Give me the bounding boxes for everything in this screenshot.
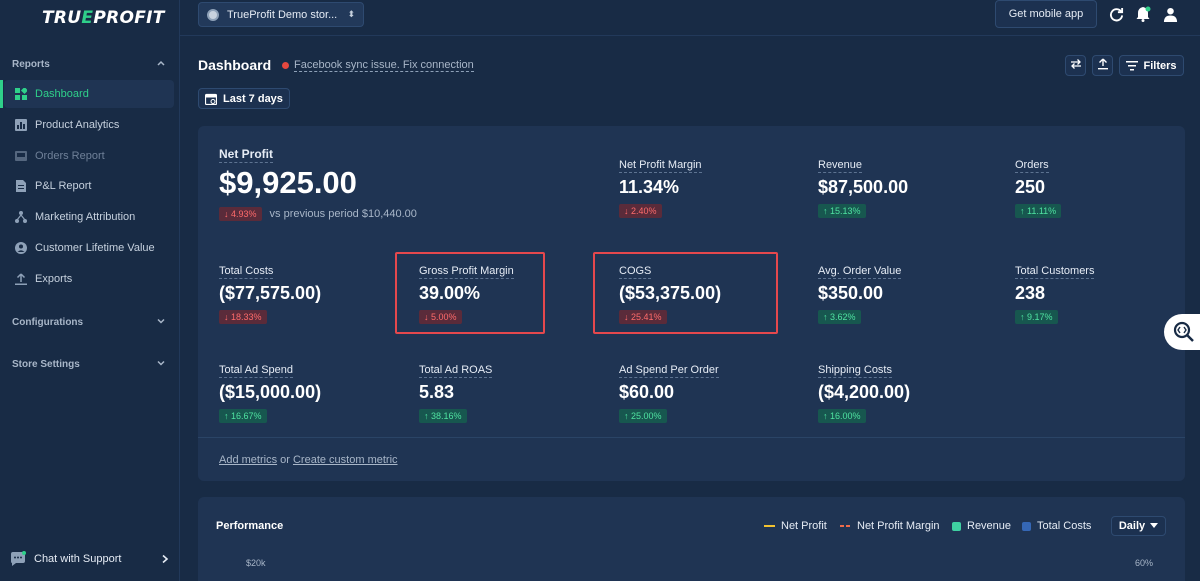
sidebar-item-marketing-attribution[interactable]: Marketing Attribution <box>4 203 174 231</box>
caret-down-icon <box>1150 523 1159 529</box>
metric-ad-spend-per-order[interactable]: Ad Spend Per Order $60.00 ↑ 25.00% <box>619 364 719 423</box>
configurations-section-header[interactable]: Configurations <box>12 316 167 329</box>
sidebar-item-dashboard[interactable]: Dashboard <box>0 80 174 108</box>
filter-icon <box>1126 60 1139 71</box>
change-badge: ↑ 25.00% <box>619 409 667 423</box>
change-badge: ↓ 25.41% <box>619 310 667 324</box>
change-badge: ↓ 5.00% <box>419 310 462 324</box>
bell-icon[interactable] <box>1135 6 1151 22</box>
metrics-footer: Add metrics or Create custom metric <box>198 437 1185 481</box>
change-badge: ↑ 16.67% <box>219 409 267 423</box>
chevron-up-icon <box>155 58 167 71</box>
filters-button[interactable]: Filters <box>1119 55 1184 76</box>
legend-net-profit-margin[interactable]: Net Profit Margin <box>840 520 940 532</box>
chevron-down-icon <box>155 316 167 329</box>
metric-total-ad-roas[interactable]: Total Ad ROAS 5.83 ↑ 38.16% <box>419 364 493 423</box>
metric-total-ad-spend[interactable]: Total Ad Spend ($15,000.00) ↑ 16.67% <box>219 364 322 423</box>
sidebar-item-exports[interactable]: Exports <box>4 265 174 293</box>
performance-title: Performance <box>216 520 284 532</box>
create-custom-metric-link[interactable]: Create custom metric <box>292 453 398 466</box>
change-badge: ↑ 3.62% <box>818 310 861 324</box>
y-axis-left-label: $20k <box>246 558 266 568</box>
metric-net-profit[interactable]: Net Profit $9,925.00 ↓ 4.93% vs previous… <box>219 147 417 221</box>
inbox-icon <box>14 150 27 163</box>
performance-panel: Performance Net Profit Net Profit Margin… <box>198 497 1185 581</box>
legend-net-profit[interactable]: Net Profit <box>764 520 827 532</box>
sidebar-item-product-analytics[interactable]: Product Analytics <box>4 111 174 139</box>
sync-issue-alert[interactable]: Facebook sync issue. Fix connection <box>282 59 474 72</box>
metrics-panel: Net Profit $9,925.00 ↓ 4.93% vs previous… <box>198 126 1185 481</box>
sidebar-item-orders-report[interactable]: Orders Report <box>4 142 174 170</box>
metric-shipping-costs[interactable]: Shipping Costs ($4,200.00) ↑ 16.00% <box>818 364 911 423</box>
line-swatch-icon <box>764 525 775 527</box>
compare-button[interactable] <box>1065 55 1086 76</box>
upload-icon <box>14 273 27 286</box>
box-swatch-icon <box>952 521 961 531</box>
floating-inspector-widget[interactable] <box>1164 314 1200 350</box>
metric-total-costs[interactable]: Total Costs ($77,575.00) ↓ 18.33% <box>219 265 322 324</box>
network-icon <box>14 211 27 224</box>
previous-period-text: vs previous period $10,440.00 <box>269 208 417 220</box>
legend-revenue[interactable]: Revenue <box>952 520 1011 532</box>
change-badge: ↑ 38.16% <box>419 409 467 423</box>
user-circle-icon <box>14 242 27 255</box>
highlight-box <box>593 252 778 334</box>
top-bar: TrueProfit Demo stor... ⬍ Get mobile app <box>180 0 1200 36</box>
get-mobile-app-button[interactable]: Get mobile app <box>995 0 1097 28</box>
metric-cogs[interactable]: COGS ($53,375.00) ↓ 25.41% <box>619 265 722 324</box>
metric-total-customers[interactable]: Total Customers 238 ↑ 9.17% <box>1015 265 1095 324</box>
metric-avg-order-value[interactable]: Avg. Order Value $350.00 ↑ 3.62% <box>818 265 902 324</box>
calendar-icon <box>205 93 217 105</box>
metric-gross-profit-margin[interactable]: Gross Profit Margin 39.00% ↓ 5.00% <box>419 265 514 324</box>
chevron-right-icon <box>160 551 170 567</box>
change-badge: ↓ 2.40% <box>619 204 662 218</box>
legend-total-costs[interactable]: Total Costs <box>1022 520 1091 532</box>
dashboard-icon <box>14 88 27 101</box>
refresh-icon[interactable] <box>1108 6 1124 22</box>
updown-chevron-icon: ⬍ <box>347 9 355 19</box>
metric-orders[interactable]: Orders 250 ↑ 11.11% <box>1015 155 1062 219</box>
dashed-swatch-icon <box>840 525 851 527</box>
chevron-down-icon <box>155 358 167 371</box>
box-swatch-icon <box>1022 521 1031 531</box>
app-logo[interactable]: TRUEPROFIT <box>42 8 165 28</box>
sidebar-item-customer-lifetime-value[interactable]: Customer Lifetime Value <box>4 234 174 262</box>
metric-net-profit-margin[interactable]: Net Profit Margin 11.34% ↓ 2.40% <box>619 159 702 218</box>
change-badge: ↓ 18.33% <box>219 310 267 324</box>
store-settings-section-header[interactable]: Store Settings <box>12 358 167 371</box>
change-badge: ↑ 9.17% <box>1015 310 1058 324</box>
reports-section-header[interactable]: Reports <box>12 58 167 71</box>
swap-icon <box>1070 58 1082 73</box>
add-metrics-link[interactable]: Add metrics <box>219 453 278 466</box>
change-badge: ↓ 4.93% <box>219 207 262 221</box>
alert-dot-icon <box>282 62 289 69</box>
magnifier-icon <box>1173 321 1195 343</box>
change-badge: ↑ 15.13% <box>818 204 866 218</box>
bar-chart-icon <box>14 119 27 132</box>
sidebar-item-pl-report[interactable]: P&L Report <box>4 172 174 200</box>
chat-support-button[interactable]: Chat with Support <box>10 547 170 571</box>
granularity-select[interactable]: Daily <box>1111 516 1166 536</box>
y-axis-right-label: 60% <box>1135 558 1154 568</box>
change-badge: ↑ 16.00% <box>818 409 866 423</box>
change-badge: ↑ 11.11% <box>1015 204 1062 218</box>
export-button[interactable] <box>1092 55 1113 76</box>
sidebar: TRUEPROFIT Reports Dashboard Product Ana… <box>0 0 180 581</box>
store-selector[interactable]: TrueProfit Demo stor... ⬍ <box>198 2 364 27</box>
highlight-box <box>395 252 545 334</box>
user-icon[interactable] <box>1162 6 1178 22</box>
page-title: Dashboard <box>198 57 272 73</box>
date-range-button[interactable]: Last 7 days <box>198 88 290 109</box>
metric-revenue[interactable]: Revenue $87,500.00 ↑ 15.13% <box>818 159 909 218</box>
document-icon <box>14 180 27 193</box>
upload-icon <box>1097 58 1109 73</box>
globe-icon <box>207 8 219 21</box>
chat-bubble-icon <box>10 551 26 567</box>
